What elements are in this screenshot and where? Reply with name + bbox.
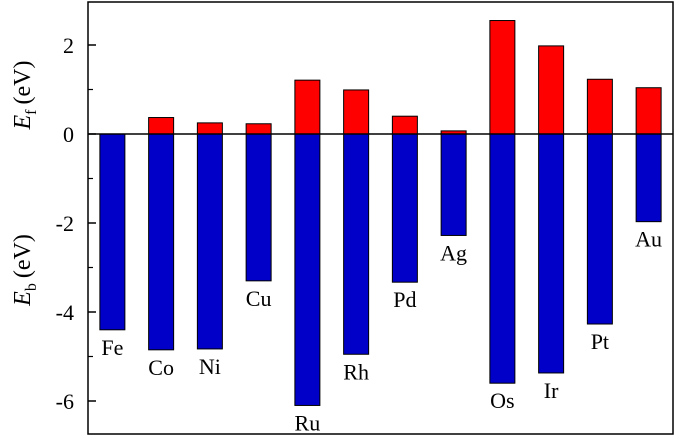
y-ticks-group: 2 0 -2 -4 -6	[56, 33, 96, 414]
bar-ef-pt	[586, 78, 613, 135]
bars-group	[99, 20, 662, 406]
bar-ef-pd	[391, 115, 418, 135]
bar-eb-os	[489, 133, 516, 384]
category-label-ru: Ru	[295, 410, 321, 435]
category-label-ir: Ir	[544, 378, 559, 403]
bar-eb-au	[635, 133, 662, 223]
bar-ef-co	[148, 117, 175, 135]
bar-eb-pd	[391, 133, 418, 283]
bar-eb-ir	[538, 133, 565, 374]
y-axis-label-top: Ef(eV)	[10, 61, 40, 131]
category-labels-group: Fe Co Ni Cu Ru Rh Pd Ag Os Ir Pt Au	[101, 227, 662, 436]
category-label-au: Au	[635, 227, 662, 252]
y-tick-label: -2	[56, 211, 74, 236]
y-tick-label: 2	[63, 33, 74, 58]
bar-ef-rh	[343, 89, 370, 135]
category-label-co: Co	[148, 355, 174, 380]
category-label-rh: Rh	[343, 359, 369, 384]
bar-eb-co	[148, 133, 175, 351]
y-tick-label: -6	[56, 389, 74, 414]
y-tick-label: 0	[63, 122, 74, 147]
category-label-cu: Cu	[246, 286, 272, 311]
bar-eb-ag	[440, 133, 467, 236]
plot-frame	[87, 1, 674, 435]
bar-ef-ru	[294, 79, 321, 135]
category-label-os: Os	[490, 388, 514, 413]
category-label-ni: Ni	[199, 354, 221, 379]
bar-ef-ni	[196, 122, 223, 135]
bar-eb-rh	[343, 133, 370, 355]
y-tick-label: -4	[56, 300, 74, 325]
category-label-fe: Fe	[101, 335, 123, 360]
bar-ef-cu	[245, 123, 272, 135]
bar-ef-au	[635, 87, 662, 135]
y-axis-label-bottom: Eb(eV)	[10, 234, 40, 307]
category-label-ag: Ag	[440, 240, 467, 265]
category-label-pd: Pd	[393, 287, 416, 312]
bar-eb-cu	[245, 133, 272, 282]
bar-ef-os	[489, 20, 516, 135]
category-label-pt: Pt	[591, 329, 609, 354]
bar-eb-pt	[586, 133, 613, 325]
bar-eb-ru	[294, 133, 321, 406]
bar-eb-ni	[196, 133, 223, 350]
bar-eb-fe	[99, 133, 126, 331]
bar-ef-ir	[538, 45, 565, 135]
